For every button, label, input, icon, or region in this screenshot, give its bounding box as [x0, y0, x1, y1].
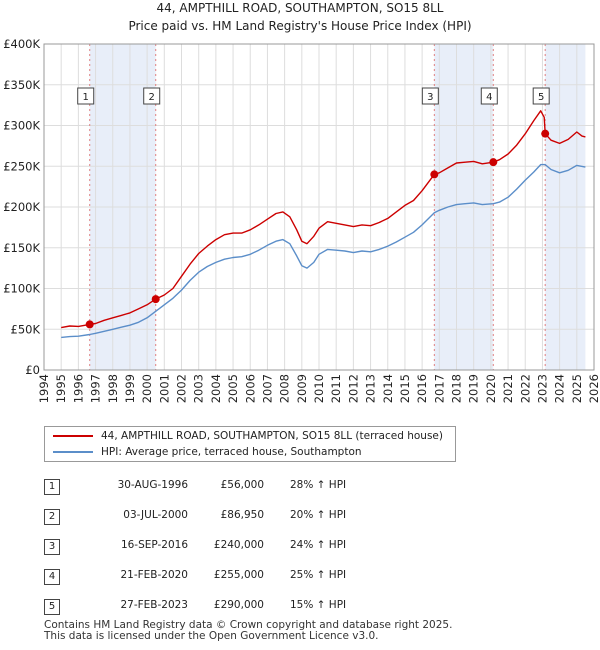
x-tick-label: 2009 [295, 374, 309, 403]
x-tick-label: 2023 [535, 374, 549, 403]
x-tick-label: 2007 [260, 374, 274, 403]
x-tick-label: 1999 [123, 374, 137, 403]
transaction-price: £86,950 [220, 509, 264, 521]
x-tick-label: 2022 [518, 374, 532, 403]
table-row: 2 03-JUL-2000 £86,950 20% ↑ HPI [44, 500, 464, 530]
x-tick-label: 1997 [89, 374, 103, 403]
y-tick-label: £50K [11, 322, 41, 336]
table-row: 1 30-AUG-1996 £56,000 28% ↑ HPI [44, 470, 464, 500]
x-tick-label: 2003 [192, 374, 206, 403]
transaction-date: 21-FEB-2020 [120, 569, 188, 581]
y-tick-label: £250K [3, 159, 40, 173]
x-tick-label: 2001 [157, 374, 171, 403]
x-tick-label: 2016 [415, 374, 429, 403]
chart-subtitle: Price paid vs. HM Land Registry's House … [128, 19, 471, 33]
transaction-price: £255,000 [213, 569, 264, 581]
y-tick-label: £400K [3, 37, 40, 51]
x-tick-label: 2013 [364, 374, 378, 403]
transaction-label-number: 2 [149, 92, 155, 103]
legend-swatch-hpi [53, 451, 93, 453]
table-row: 4 21-FEB-2020 £255,000 25% ↑ HPI [44, 560, 464, 590]
footer-note: Contains HM Land Registry data © Crown c… [44, 620, 452, 642]
x-tick-label: 2020 [484, 374, 498, 403]
footer-licence: This data is licensed under the Open Gov… [44, 630, 379, 642]
chart-title: 44, AMPTHILL ROAD, SOUTHAMPTON, SO15 8LL [157, 1, 444, 15]
x-tick-label: 1998 [106, 374, 120, 403]
transactions-table: 1 30-AUG-1996 £56,000 28% ↑ HPI 2 03-JUL… [44, 470, 464, 620]
x-tick-label: 2014 [381, 374, 395, 403]
y-tick-label: £0 [25, 363, 40, 377]
series-line-hpi [61, 163, 586, 339]
transaction-label-box [77, 87, 95, 105]
table-row: 5 27-FEB-2023 £290,000 15% ↑ HPI [44, 590, 464, 620]
x-tick-label: 2019 [467, 374, 481, 403]
transaction-number: 5 [44, 599, 60, 615]
transaction-price: £240,000 [213, 539, 264, 551]
transaction-date: 03-JUL-2000 [123, 509, 188, 521]
y-tick-label: £350K [3, 78, 40, 92]
transaction-date: 27-FEB-2023 [120, 599, 188, 611]
transaction-label-box [480, 87, 498, 105]
transaction-label-number: 3 [427, 92, 433, 103]
y-tick-label: £300K [3, 119, 40, 133]
transaction-label-number: 4 [486, 92, 492, 103]
transaction-number: 4 [44, 569, 60, 585]
x-tick-label: 2025 [570, 374, 584, 403]
transaction-point [430, 170, 439, 179]
x-tick-label: 1995 [54, 374, 68, 403]
legend-label-property: 44, AMPTHILL ROAD, SOUTHAMPTON, SO15 8LL… [101, 430, 443, 442]
transaction-price: £56,000 [220, 479, 264, 491]
x-tick-label: 1996 [71, 374, 85, 403]
x-tick-label: 2004 [209, 374, 223, 403]
x-tick-label: 2005 [226, 374, 240, 403]
x-tick-label: 2008 [278, 374, 292, 403]
x-tick-label: 2002 [175, 374, 189, 403]
legend-swatch-property [53, 435, 93, 437]
table-row: 3 16-SEP-2016 £240,000 24% ↑ HPI [44, 530, 464, 560]
legend-label-hpi: HPI: Average price, terraced house, Sout… [101, 446, 362, 458]
x-tick-label: 1994 [37, 374, 51, 403]
transaction-hpi: 20% ↑ HPI [290, 509, 347, 521]
y-tick-label: £200K [3, 200, 40, 214]
legend-item-property: 44, AMPTHILL ROAD, SOUTHAMPTON, SO15 8LL… [53, 429, 443, 444]
transaction-point [541, 129, 550, 138]
transaction-number: 2 [44, 509, 60, 525]
transaction-date: 16-SEP-2016 [120, 539, 188, 551]
x-tick-label: 2011 [329, 374, 343, 403]
plot-frame [43, 43, 595, 371]
transaction-hpi: 25% ↑ HPI [290, 569, 347, 581]
x-tick-label: 2006 [243, 374, 257, 403]
x-tick-label: 2010 [312, 374, 326, 403]
transaction-label-number: 5 [538, 92, 544, 103]
transaction-hpi: 28% ↑ HPI [290, 479, 347, 491]
y-tick-label: £100K [3, 282, 40, 296]
transaction-label-box [532, 87, 550, 105]
transaction-label-number: 1 [83, 92, 89, 103]
x-tick-label: 2021 [501, 374, 515, 403]
y-tick-label: £150K [3, 241, 40, 255]
x-tick-label: 2015 [398, 374, 412, 403]
x-tick-label: 2026 [587, 374, 600, 403]
legend: 44, AMPTHILL ROAD, SOUTHAMPTON, SO15 8LL… [44, 426, 456, 462]
transaction-hpi: 24% ↑ HPI [290, 539, 347, 551]
transaction-date: 30-AUG-1996 [117, 479, 188, 491]
transaction-label-box [143, 87, 161, 105]
x-tick-label: 2017 [432, 374, 446, 403]
x-tick-label: 2012 [346, 374, 360, 403]
price-chart: 44, AMPTHILL ROAD, SOUTHAMPTON, SO15 8LL… [3, 1, 600, 403]
footer-copyright: Contains HM Land Registry data © Crown c… [44, 619, 453, 631]
transaction-point [151, 295, 160, 304]
x-tick-label: 2018 [450, 374, 464, 403]
transaction-price: £290,000 [213, 599, 264, 611]
transaction-point [489, 158, 498, 167]
transaction-point [85, 320, 94, 329]
transaction-number: 3 [44, 539, 60, 555]
x-tick-label: 2024 [553, 374, 567, 403]
transaction-label-box [421, 87, 439, 105]
x-tick-label: 2000 [140, 374, 154, 403]
transaction-hpi: 15% ↑ HPI [290, 599, 347, 611]
legend-item-hpi: HPI: Average price, terraced house, Sout… [53, 445, 362, 460]
transaction-number: 1 [44, 479, 60, 495]
